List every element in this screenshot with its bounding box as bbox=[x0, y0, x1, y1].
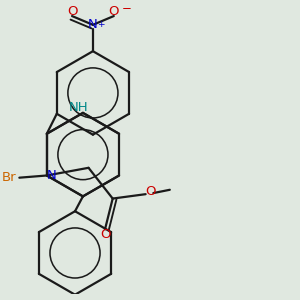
Text: N: N bbox=[88, 18, 98, 31]
Text: O: O bbox=[100, 228, 110, 241]
Text: +: + bbox=[97, 20, 104, 29]
Text: O: O bbox=[145, 185, 155, 199]
Text: O: O bbox=[109, 5, 119, 18]
Text: N: N bbox=[46, 169, 56, 182]
Text: Br: Br bbox=[2, 171, 17, 184]
Text: −: − bbox=[122, 2, 132, 15]
Text: NH: NH bbox=[69, 101, 88, 114]
Text: O: O bbox=[67, 5, 77, 18]
